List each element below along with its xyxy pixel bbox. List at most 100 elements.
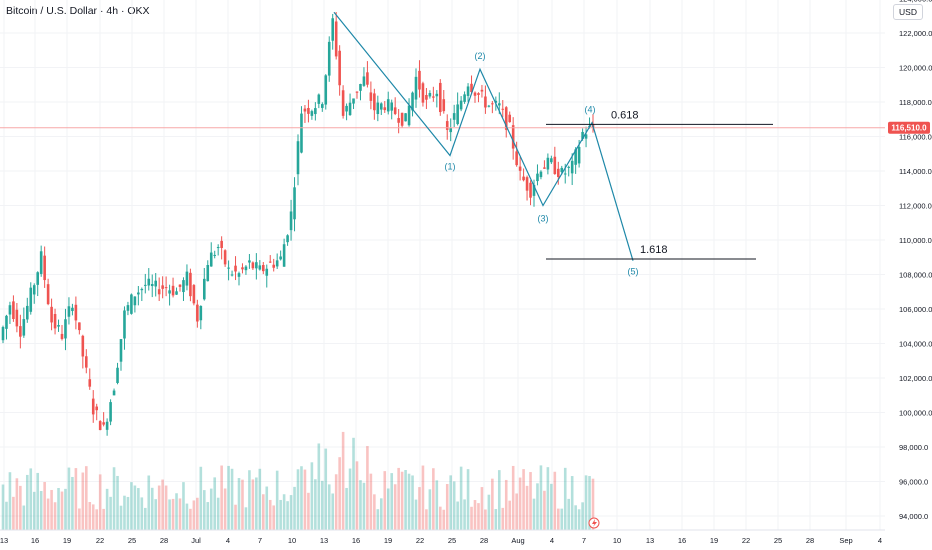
x-tick-label: 28	[480, 536, 488, 545]
volume-bar	[452, 481, 456, 530]
volume-bar	[272, 505, 276, 530]
candle-body	[168, 290, 171, 294]
volume-bar	[248, 470, 251, 530]
candle-body	[432, 96, 435, 98]
candle-body	[307, 107, 310, 114]
volume-bar	[456, 501, 459, 530]
candle-body	[32, 285, 36, 295]
candle-body	[50, 306, 53, 323]
x-tick-label: 7	[582, 536, 586, 545]
volume-bar	[78, 508, 81, 530]
volume-bar	[477, 503, 480, 530]
volume-bar	[320, 480, 324, 530]
x-tick-label: 25	[774, 536, 782, 545]
candle-body	[452, 113, 456, 120]
volume-bar	[556, 508, 560, 530]
volume-bar	[116, 475, 119, 530]
volume-bar	[282, 494, 286, 530]
volume-bar	[293, 486, 296, 530]
currency-button[interactable]: USD	[893, 4, 923, 20]
volume-bar	[261, 494, 265, 530]
volume-bar	[112, 467, 116, 530]
candle-body	[199, 305, 203, 321]
volume-bar	[178, 498, 182, 530]
volume-bar	[539, 465, 543, 530]
candle-body	[22, 319, 26, 336]
fib-label: 0.618	[611, 109, 639, 121]
candle-body	[473, 92, 477, 96]
candle-body	[25, 305, 29, 320]
candle-body	[466, 86, 470, 96]
volume-bar	[5, 501, 8, 530]
volume-bar	[508, 500, 512, 530]
volume-bar	[442, 509, 446, 530]
volume-bar	[157, 485, 161, 530]
candle-body	[223, 250, 227, 265]
candle-body	[411, 92, 414, 111]
volume-bar	[425, 509, 428, 530]
volume-bar	[463, 499, 466, 530]
candle-body	[577, 146, 581, 164]
candle-body	[543, 167, 546, 169]
gridlines	[0, 0, 885, 530]
volume-bar	[362, 482, 366, 530]
candle-body	[60, 333, 64, 339]
volume-bar	[81, 472, 85, 530]
volume-bar	[421, 465, 425, 530]
event-flash-icon	[588, 517, 600, 529]
last-price-label: 116,510.0	[891, 124, 927, 133]
y-tick-label: 122,000.0	[899, 29, 932, 38]
volume-bar	[334, 474, 338, 530]
candle-body	[91, 398, 95, 415]
candle-body	[341, 90, 345, 116]
volume-bar	[529, 472, 532, 530]
candle-body	[109, 402, 112, 422]
wave-label: (1)	[445, 161, 456, 171]
candle-body	[442, 99, 446, 112]
volume-bar	[161, 479, 164, 530]
volume-bar	[91, 504, 95, 530]
volume-bar	[359, 480, 362, 530]
volume-bar	[50, 489, 53, 530]
volume-bar	[95, 509, 99, 530]
volume-bar	[581, 502, 584, 530]
y-tick-label: 110,000.0	[899, 236, 932, 245]
candle-body	[95, 406, 99, 411]
volume-bar	[133, 485, 137, 530]
volume-bar	[36, 472, 40, 530]
candle-body	[581, 131, 584, 139]
candle-body	[216, 247, 220, 249]
volume-bar	[553, 471, 557, 530]
volume-bar	[504, 479, 508, 530]
candle-body	[241, 267, 244, 270]
volume-bar	[32, 491, 36, 530]
candle-body	[300, 113, 303, 153]
volume-bar	[147, 475, 151, 530]
volume-bar	[317, 443, 321, 530]
x-tick-label: 16	[678, 536, 686, 545]
volume-bar	[574, 505, 577, 530]
volume-bar	[88, 502, 92, 530]
y-tick-label: 106,000.0	[899, 305, 932, 314]
candle-body	[57, 325, 60, 327]
volume-bar	[470, 506, 473, 530]
volume-bar	[268, 499, 272, 530]
volume-bar	[466, 469, 470, 530]
wave-path	[333, 11, 634, 261]
chart-title: Bitcoin / U.S. Dollar · 4h · OKX	[6, 5, 150, 17]
y-tick-label: 114,000.0	[899, 167, 932, 176]
volume-bar	[352, 437, 355, 530]
wave-label: (3)	[538, 214, 549, 224]
candle-body	[334, 21, 338, 57]
volume-bar	[407, 473, 411, 530]
volume-bar	[171, 498, 175, 530]
x-tick-label: 4	[878, 536, 882, 545]
volume-bar	[64, 488, 67, 530]
candle-body	[244, 266, 248, 271]
volume-bar	[314, 479, 317, 530]
volume-bar	[168, 499, 171, 530]
candle-body	[421, 83, 425, 103]
volume-bar	[400, 471, 404, 530]
candle-body	[84, 356, 88, 368]
